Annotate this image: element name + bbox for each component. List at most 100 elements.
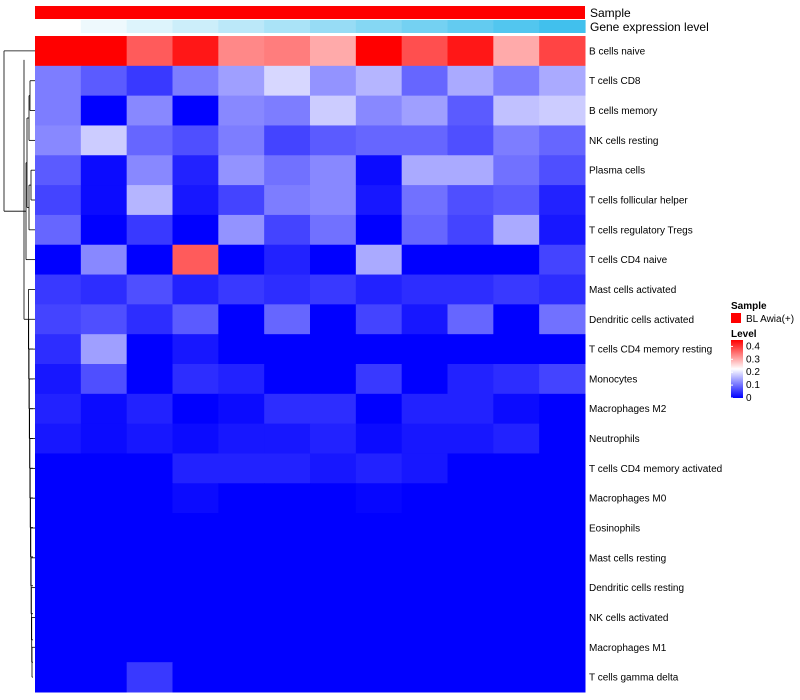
heatmap-cell <box>264 632 311 663</box>
heatmap-cell <box>35 274 82 305</box>
heatmap-cell <box>355 602 403 633</box>
heatmap-cell <box>80 304 128 335</box>
heatmap-cell <box>447 95 494 126</box>
heatmap-cell <box>264 95 311 126</box>
heatmap-cell <box>539 393 586 425</box>
heatmap-cell <box>80 542 128 574</box>
heatmap-cell <box>35 244 82 276</box>
heatmap-cell <box>310 453 357 484</box>
heatmap-cell <box>126 572 173 604</box>
heatmap-cell <box>126 95 173 126</box>
heatmap-cell <box>35 602 82 633</box>
heatmap-cell <box>310 304 357 335</box>
heatmap-cell <box>35 95 82 126</box>
heatmap-cell <box>310 423 357 454</box>
heatmap-cell <box>401 304 448 335</box>
legend-level-tick-label: 0.4 <box>746 341 760 352</box>
heatmap-cell <box>126 423 173 454</box>
heatmap-cell <box>539 36 586 67</box>
heatmap-cell <box>355 304 403 335</box>
heatmap-cell <box>80 483 128 514</box>
row-label: B cells naive <box>589 46 646 57</box>
heatmap-cell <box>310 36 357 67</box>
heatmap-cell <box>539 65 586 97</box>
heatmap-cell <box>401 125 448 156</box>
heatmap-cell <box>218 36 265 67</box>
heatmap-cell <box>80 155 128 186</box>
heatmap-cell <box>355 65 403 97</box>
heatmap-cells <box>35 36 586 693</box>
sample-annotation-label: Sample <box>590 6 631 20</box>
gene-expression-annotation-cell <box>35 20 82 33</box>
heatmap-cell <box>126 453 173 484</box>
heatmap-cell <box>310 393 357 425</box>
heatmap-cell <box>310 632 357 663</box>
row-label: Macrophages M1 <box>589 643 667 654</box>
heatmap-cell <box>218 334 265 365</box>
heatmap-cell <box>493 125 540 156</box>
heatmap-cell <box>447 662 494 693</box>
heatmap-cell <box>172 36 219 67</box>
row-label: T cells CD4 memory resting <box>589 345 712 356</box>
heatmap-cell <box>493 274 540 305</box>
heatmap-cell <box>172 483 219 514</box>
row-dendrogram <box>3 50 35 678</box>
heatmap-cell <box>310 542 357 574</box>
heatmap-cell <box>172 125 219 156</box>
heatmap-cell <box>80 513 128 544</box>
heatmap-cell <box>539 632 586 663</box>
heatmap-cell <box>218 572 265 604</box>
heatmap-cell <box>539 334 586 365</box>
heatmap-cell <box>447 364 494 395</box>
heatmap-cell <box>35 632 82 663</box>
row-label: T cells CD4 naive <box>589 255 668 266</box>
heatmap-cell <box>447 65 494 97</box>
legend-level-title: Level <box>731 329 757 340</box>
legend-level-tick-label: 0.2 <box>746 367 760 378</box>
heatmap-cell <box>35 125 82 156</box>
heatmap-cell <box>218 274 265 305</box>
heatmap-cell <box>80 572 128 604</box>
heatmap-cell <box>310 244 357 276</box>
heatmap-cell <box>355 274 403 305</box>
legend-level-ticks: 0.4 0.3 0.2 0.1 0 <box>731 341 760 404</box>
heatmap-cell <box>539 364 586 395</box>
heatmap-cell <box>355 542 403 574</box>
heatmap-cell <box>493 214 540 246</box>
heatmap-cell <box>172 542 219 574</box>
heatmap-cell <box>401 364 448 395</box>
heatmap-cell <box>80 244 128 276</box>
gene-expression-annotation-cell <box>126 20 174 33</box>
heatmap-cell <box>126 65 173 97</box>
gene-expression-annotation-label: Gene expression level <box>590 20 709 34</box>
heatmap-cell <box>80 36 128 67</box>
heatmap-cell <box>310 662 357 693</box>
heatmap-cell <box>218 155 265 186</box>
heatmap-cell <box>172 453 219 484</box>
row-label: T cells follicular helper <box>589 196 688 207</box>
heatmap-cell <box>264 602 311 633</box>
heatmap-cell <box>172 632 219 663</box>
heatmap-cell <box>218 423 265 454</box>
gene-expression-annotation-cell <box>172 20 219 33</box>
heatmap-cell <box>401 483 448 514</box>
heatmap-cell <box>172 364 219 395</box>
heatmap-cell <box>264 36 311 67</box>
heatmap-cell <box>264 483 311 514</box>
heatmap-cell <box>126 334 173 365</box>
heatmap-cell <box>401 423 448 454</box>
heatmap-cell <box>447 214 494 246</box>
heatmap-cell <box>35 453 82 484</box>
heatmap-cell <box>401 602 448 633</box>
row-label: T cells regulatory Tregs <box>589 225 693 236</box>
heatmap-cell <box>218 244 265 276</box>
heatmap-cell <box>447 393 494 425</box>
row-labels: B cells naive T cells CD8 B cells memory NK… <box>589 46 722 683</box>
heatmap-cell <box>401 244 448 276</box>
heatmap-cell <box>80 453 128 484</box>
heatmap-cell <box>218 393 265 425</box>
heatmap-cell <box>218 65 265 97</box>
row-label: Monocytes <box>589 374 637 385</box>
legend-sample-swatch <box>731 313 741 323</box>
heatmap-cell <box>539 95 586 126</box>
